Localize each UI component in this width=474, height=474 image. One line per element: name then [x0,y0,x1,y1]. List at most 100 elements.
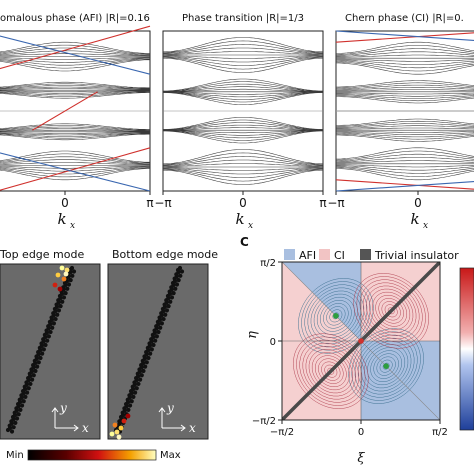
lattice-site [138,377,143,382]
lattice-site [35,364,40,369]
intensity-colorbar [27,449,157,461]
lattice-site [45,338,50,343]
bottom-edge-mode-title: Bottom edge mode [112,248,218,261]
bulk-band-line [0,129,150,132]
lattice-site [66,282,72,287]
bulk-band-line [335,95,474,102]
bulk-band-line [336,166,474,174]
bulk-band-line [336,94,474,99]
lattice-site [19,403,25,408]
legend-label: Trivial insulator [374,249,459,262]
lattice-site [153,338,158,343]
lattice-site [31,373,36,378]
legend-label: AFI [299,249,316,262]
bulk-band-line [336,80,474,88]
lattice-site [131,394,136,400]
bulk-band-line [0,44,150,55]
phase-boundary [282,262,362,342]
bulk-band-line [163,127,323,131]
edge-state-line [0,152,151,192]
bulk-band-line [0,156,150,164]
lattice-site [161,316,166,322]
bulk-band-line [336,132,474,138]
bulk-band-line [163,56,323,63]
bulk-band-line [0,47,150,55]
bulk-band-line [336,165,474,171]
edge-state-line [0,35,151,75]
lattice-site [144,360,149,365]
lattice-site [18,407,23,412]
bulk-band-line [163,83,323,92]
lattice-site [55,312,60,317]
c-x-axis-label: ξ [357,451,365,466]
x-tick-label: 0 [61,196,69,210]
phase-marker [383,363,389,369]
x-axis-label-sub: x [248,221,253,231]
bulk-band-line [163,40,323,53]
bulk-band-line [0,150,150,163]
band-plot-title: Chern phase (CI) |R|=0. [345,13,464,24]
lattice-site [70,273,75,278]
bulk-band-line [336,168,474,181]
edge-hotspot [114,429,120,435]
legend-label: CI [334,249,345,262]
lattice-site [61,295,67,300]
lattice-site [46,334,51,339]
bulk-band-line [163,51,323,55]
bulk-band-line [163,130,323,136]
bulk-band-line [0,59,150,72]
lattice-site [11,425,16,430]
lattice-site [13,420,18,425]
bulk-band-line [0,153,150,164]
x-tick-label: π [319,196,326,210]
lattice-site [143,364,148,369]
bulk-band-line [336,48,474,56]
lattice-site [148,351,153,356]
axis-y-label-top: y [59,401,67,415]
bulk-band-line [163,56,323,66]
bulk-band-line [162,119,324,130]
x-tick-label: −π [154,196,171,210]
bulk-band-line [336,51,474,57]
lattice-site [58,303,63,309]
bulk-band-line [0,165,150,169]
lattice-site [177,265,183,271]
bulk-band-line [163,92,323,105]
bulk-band-line [162,130,324,141]
bulk-band-line [163,149,323,165]
bulk-band-line [336,59,474,65]
bulk-band-line [336,60,474,69]
x-axis-label-sub: x [70,221,75,231]
edge-hotspot [57,286,63,292]
phase-map [282,262,440,420]
c-y-axis-label: η [245,331,260,339]
bulk-band-line [336,62,474,75]
bulk-band-line [163,152,323,165]
x-axis-label: k [410,210,419,228]
lattice-site [176,278,181,283]
lattice-site [40,351,45,356]
bulk-band-line [163,91,323,98]
x-tick-label: 0 [239,196,247,210]
lattice-site [36,360,41,365]
x-tick-label: π [146,196,153,210]
phase-colorbar [459,267,474,431]
bulk-band-line [0,90,150,93]
bulk-band-line [0,58,150,66]
lattice-site [154,334,159,339]
bulk-band-line [0,126,150,131]
bulk-band-line [336,134,474,142]
lattice-site [68,278,73,283]
legend-swatch [284,249,295,260]
lattice-site [43,342,48,348]
axis-y-label-bottom: y [166,401,174,415]
c-y-tick-label: 0 [270,337,276,348]
lattice-site [26,386,31,391]
x-axis-label: k [235,210,244,228]
bulk-band-line [336,123,474,128]
bulk-band-line [0,167,150,175]
bulk-band-line [0,91,150,97]
bulk-band-line [0,128,150,132]
colorbar-max-label: Max [160,450,181,461]
edge-state-line [0,25,151,70]
